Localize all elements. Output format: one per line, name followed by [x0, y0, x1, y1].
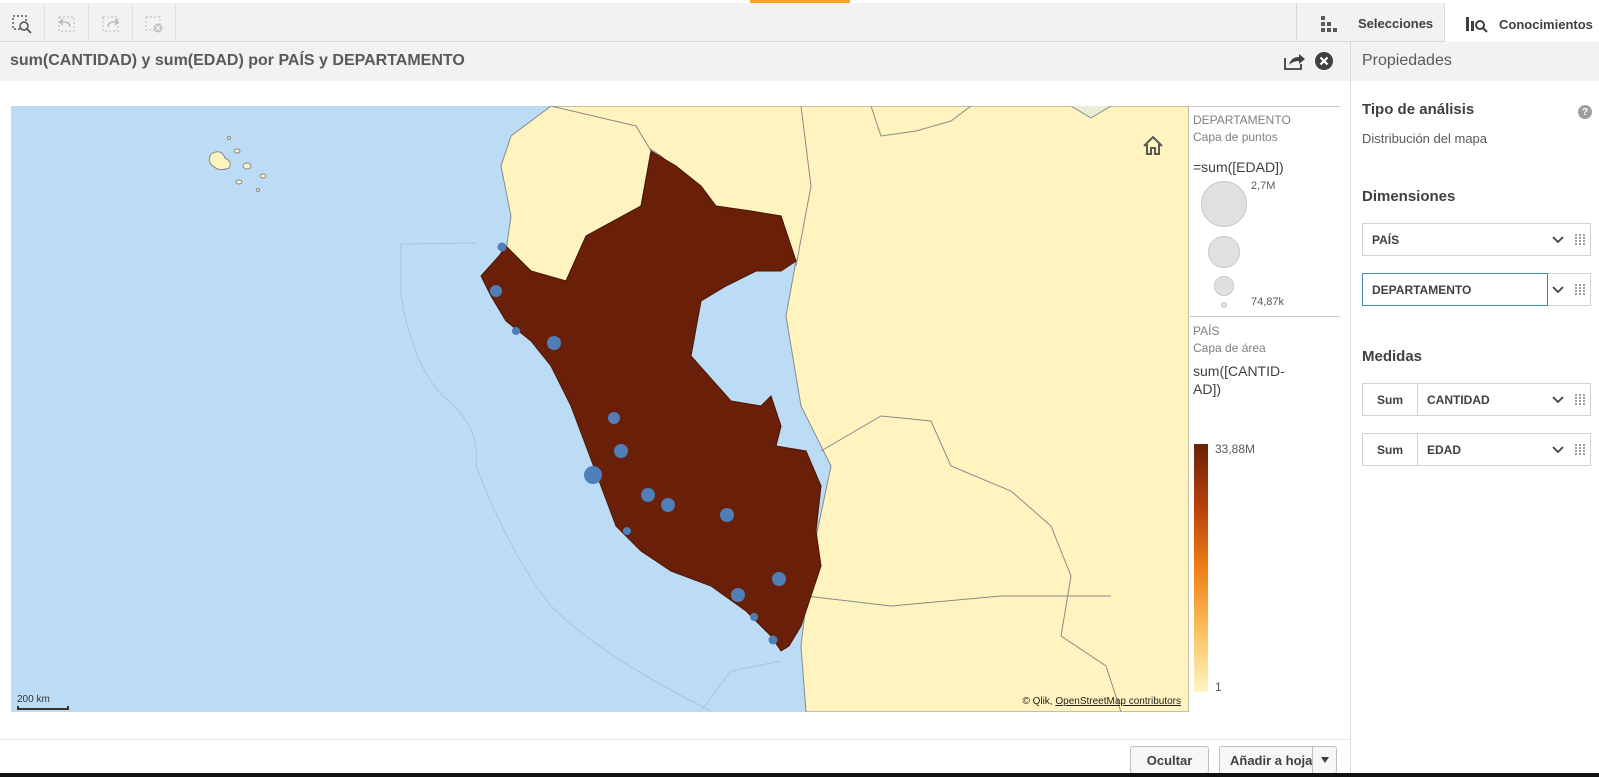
- analysis-type-value: Distribución del mapa: [1362, 131, 1488, 146]
- legend-point-dimension: DEPARTAMENTO: [1193, 113, 1291, 127]
- department-point[interactable]: [750, 613, 758, 621]
- department-point[interactable]: [584, 466, 602, 484]
- legend-divider: [1190, 106, 1340, 107]
- department-point[interactable]: [614, 444, 628, 458]
- home-icon[interactable]: [1141, 134, 1165, 158]
- step-forward-icon: [101, 15, 119, 32]
- clear-selections-button[interactable]: [132, 3, 176, 44]
- department-point[interactable]: [623, 527, 631, 535]
- attribution-prefix: © Qlik,: [1022, 696, 1053, 707]
- add-to-sheet-dropdown[interactable]: [1312, 747, 1336, 773]
- add-to-sheet-button[interactable]: Añadir a hoja: [1219, 746, 1337, 774]
- toolbar-accent: [750, 0, 850, 3]
- chevron-down-icon[interactable]: [1551, 394, 1565, 406]
- legend-area-expression-line2: AD]): [1193, 381, 1221, 397]
- map-point-layer: [490, 242, 786, 645]
- dimensions-title: Dimensiones: [1362, 188, 1456, 205]
- map-scale-label: 200 km: [17, 694, 50, 705]
- drag-handle-icon[interactable]: [1574, 233, 1586, 247]
- attribution-link[interactable]: OpenStreetMap contributors: [1055, 696, 1181, 707]
- department-point[interactable]: [490, 285, 502, 297]
- map-chart[interactable]: 200 km © Qlik, OpenStreetMap contributor…: [11, 106, 1189, 712]
- selections-grid-icon: [1321, 15, 1337, 32]
- legend-area-max: 33,88M: [1215, 442, 1256, 456]
- clear-selections-icon: [145, 15, 163, 32]
- legend-area-layer-type: Capa de área: [1193, 341, 1266, 355]
- insight-panel: sum(CANTIDAD) y sum(EDAD) por PAÍS y DEP…: [0, 42, 1350, 777]
- hide-button[interactable]: Ocultar: [1130, 746, 1209, 774]
- drag-handle-icon[interactable]: [1574, 443, 1586, 457]
- bottom-strip: [0, 773, 1599, 777]
- properties-panel: Propiedades Tipo de análisis ? Distribuc…: [1350, 42, 1599, 773]
- legend-divider: [1190, 316, 1340, 317]
- map-land-layer: [208, 106, 1189, 712]
- footer-divider: [0, 739, 1350, 740]
- department-point[interactable]: [608, 412, 620, 424]
- help-icon[interactable]: ?: [1578, 105, 1592, 119]
- measure-field[interactable]: Sum EDAD: [1362, 433, 1591, 466]
- legend-point-expression: =sum([EDAD]): [1193, 159, 1284, 175]
- legend-area-min: 1: [1215, 680, 1222, 694]
- department-point[interactable]: [547, 336, 561, 350]
- department-point[interactable]: [768, 635, 778, 645]
- legend-bubble-tiny: [1221, 302, 1227, 308]
- department-point[interactable]: [772, 572, 786, 586]
- dimension-field-box[interactable]: [1362, 273, 1548, 306]
- department-point[interactable]: [661, 498, 675, 512]
- step-forward-button[interactable]: [88, 3, 132, 44]
- measure-aggregation[interactable]: Sum: [1363, 384, 1418, 415]
- dimension-name: PAÍS: [1372, 233, 1400, 247]
- legend-area-dimension: PAÍS: [1193, 324, 1220, 338]
- department-point[interactable]: [497, 242, 507, 252]
- caret-down-icon: [1320, 757, 1329, 763]
- close-icon[interactable]: [1314, 51, 1334, 71]
- properties-title: Propiedades: [1362, 52, 1452, 69]
- legend-bubble-medium: [1208, 236, 1240, 268]
- analysis-type-title: Tipo de análisis: [1362, 101, 1475, 118]
- department-point[interactable]: [641, 488, 655, 502]
- legend-point-max: 2,7M: [1251, 180, 1276, 192]
- legend-point-min: 74,87k: [1251, 296, 1285, 308]
- insights-icon: [1466, 17, 1488, 33]
- chevron-down-icon[interactable]: [1551, 234, 1565, 246]
- measure-name: EDAD: [1427, 443, 1462, 457]
- department-point[interactable]: [720, 508, 734, 522]
- chart-titlebar: sum(CANTIDAD) y sum(EDAD) por PAÍS y DEP…: [0, 42, 1350, 81]
- properties-header: Propiedades: [1351, 42, 1599, 81]
- drag-handle-icon[interactable]: [1574, 393, 1586, 407]
- map-scale-bar: [17, 706, 69, 710]
- tab-insights[interactable]: Conocimientos: [1444, 3, 1599, 45]
- dimension-field[interactable]: DEPARTAMENTO: [1362, 273, 1591, 306]
- department-point[interactable]: [731, 588, 745, 602]
- measure-name: CANTIDAD: [1427, 393, 1490, 407]
- legend-bubble-small: [1214, 276, 1234, 296]
- smart-search-icon: [12, 14, 32, 34]
- legend-bubble-large: [1201, 181, 1247, 227]
- tab-selections-label: Selecciones: [1358, 16, 1434, 31]
- top-toolbar: Selecciones Conocimientos: [0, 0, 1599, 45]
- step-back-button[interactable]: [44, 3, 88, 44]
- export-icon[interactable]: [1283, 51, 1307, 71]
- legend-area-expression-line1: sum([CANTID-: [1193, 363, 1285, 379]
- step-back-icon: [57, 15, 75, 32]
- chevron-down-icon[interactable]: [1551, 284, 1565, 296]
- map-legend: DEPARTAMENTO Capa de puntos =sum([EDAD])…: [1190, 106, 1340, 706]
- legend-point-layer-type: Capa de puntos: [1193, 130, 1278, 144]
- map-attribution: © Qlik, OpenStreetMap contributors: [1022, 696, 1181, 707]
- legend-color-gradient: [1194, 444, 1208, 692]
- dimension-name: DEPARTAMENTO: [1372, 283, 1472, 297]
- chart-title: sum(CANTIDAD) y sum(EDAD) por PAÍS y DEP…: [10, 52, 465, 69]
- measure-field[interactable]: Sum CANTIDAD: [1362, 383, 1591, 416]
- dimension-field[interactable]: PAÍS: [1362, 223, 1591, 256]
- tab-insights-label: Conocimientos: [1499, 16, 1593, 32]
- chevron-down-icon[interactable]: [1551, 444, 1565, 456]
- add-to-sheet-label: Añadir a hoja: [1230, 752, 1313, 768]
- drag-handle-icon[interactable]: [1574, 283, 1586, 297]
- tab-selections[interactable]: Selecciones: [1296, 3, 1444, 44]
- smart-search-button[interactable]: [0, 3, 44, 44]
- measure-aggregation[interactable]: Sum: [1363, 434, 1418, 465]
- measures-title: Medidas: [1362, 348, 1423, 365]
- department-point[interactable]: [512, 327, 520, 335]
